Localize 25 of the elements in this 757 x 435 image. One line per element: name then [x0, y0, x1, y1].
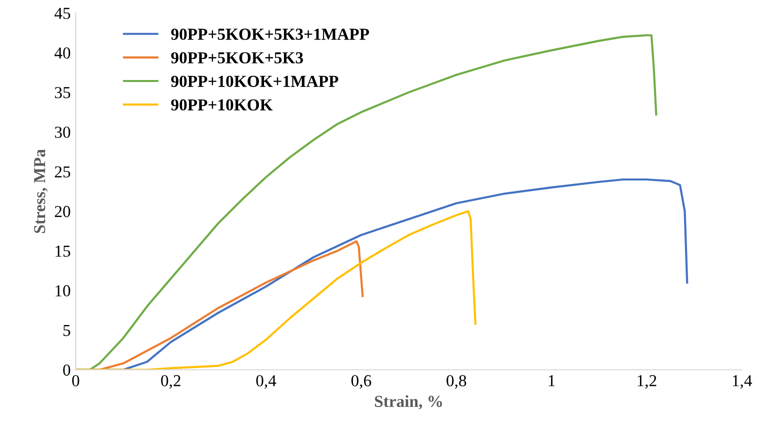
y-tick-label: 45: [54, 8, 70, 19]
line-series: [76, 210, 476, 370]
x-tick-label: 1,2: [638, 375, 656, 389]
legend-label: 90PP+10KOK+1MAPP: [171, 76, 338, 87]
y-tick-label: 25: [54, 166, 70, 178]
x-tick-label: 0,4: [256, 375, 276, 389]
y-tick-label: 20: [54, 206, 70, 218]
y-tick-label: 15: [56, 246, 70, 257]
y-tick-label: 40: [54, 47, 70, 59]
y-tick-label: 0: [63, 364, 70, 376]
y-tick-label: 30: [54, 126, 70, 138]
x-tick-label: 1: [548, 375, 555, 386]
x-tick-label: 0,6: [351, 375, 372, 389]
x-tick-label: 1,4: [732, 375, 752, 389]
y-tick-label: 10: [56, 285, 70, 296]
x-tick-label: 0,2: [161, 375, 180, 389]
legend-label: 90PP+10KOK: [171, 99, 273, 111]
x-tick-label: 0: [72, 375, 80, 386]
legend-label: 90PP+5KOK+5K3+1MAPP: [171, 28, 370, 40]
legend-label: 90PP+5KOK+5K3: [171, 52, 303, 64]
x-axis-title: Strain, %: [374, 395, 442, 410]
y-axis-title: Stress, MPa: [34, 149, 48, 233]
y-tick-label: 5: [63, 324, 70, 336]
x-tick-label: 0,8: [446, 375, 466, 389]
y-tick-label: 35: [54, 87, 70, 98]
